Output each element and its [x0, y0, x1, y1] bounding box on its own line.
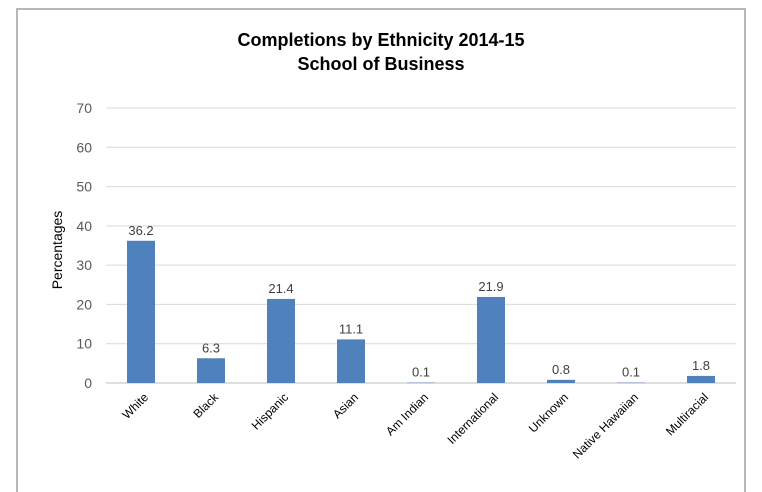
category-label: Black [190, 390, 221, 421]
x-axis-tick-labels: White Black Hispanic Asian Am Indian Internat… [120, 390, 712, 462]
data-label: 0.1 [412, 365, 430, 380]
y-tick-label: 10 [76, 336, 92, 352]
category-label: Hispanic [249, 390, 291, 432]
chart-title: Completions by Ethnicity 2014-15 [237, 30, 525, 50]
bar [267, 298, 295, 383]
data-label: 21.4 [268, 281, 293, 296]
data-labels: 36.2 6.3 21.4 11.1 0.1 21.9 0.8 0.1 1.8 [128, 223, 710, 380]
bar [337, 339, 365, 383]
y-tick-label: 50 [76, 179, 92, 195]
y-axis-tick-labels: 0 10 20 30 40 50 60 70 [76, 100, 92, 391]
category-label: Native Hawaiian [570, 390, 641, 461]
category-label: Unknown [526, 390, 571, 435]
bar [477, 296, 505, 383]
category-label: White [120, 390, 152, 422]
bar [407, 382, 435, 384]
category-label: Am Indian [383, 390, 431, 438]
y-axis-label: Percentages [49, 211, 65, 290]
data-label: 1.8 [692, 358, 710, 373]
y-tick-label: 70 [76, 100, 92, 116]
bar [687, 375, 715, 383]
bar [127, 240, 155, 383]
data-label: 0.8 [552, 362, 570, 377]
category-label: Asian [330, 390, 361, 421]
y-tick-label: 30 [76, 257, 92, 273]
bar [547, 379, 575, 383]
data-label: 0.1 [622, 365, 640, 380]
bar [197, 358, 225, 383]
y-tick-label: 0 [84, 375, 92, 391]
data-label: 6.3 [202, 340, 220, 355]
y-tick-label: 40 [76, 218, 92, 234]
category-label: Multiracial [663, 390, 711, 438]
data-label: 21.9 [478, 279, 503, 294]
bars [127, 240, 715, 384]
category-label: International [445, 390, 502, 447]
data-label: 11.1 [339, 321, 363, 336]
chart-subtitle: School of Business [297, 54, 465, 74]
bar [617, 382, 645, 384]
y-tick-label: 60 [76, 139, 92, 155]
y-tick-label: 20 [76, 296, 92, 312]
gridlines [106, 107, 736, 384]
data-label: 36.2 [128, 223, 153, 238]
